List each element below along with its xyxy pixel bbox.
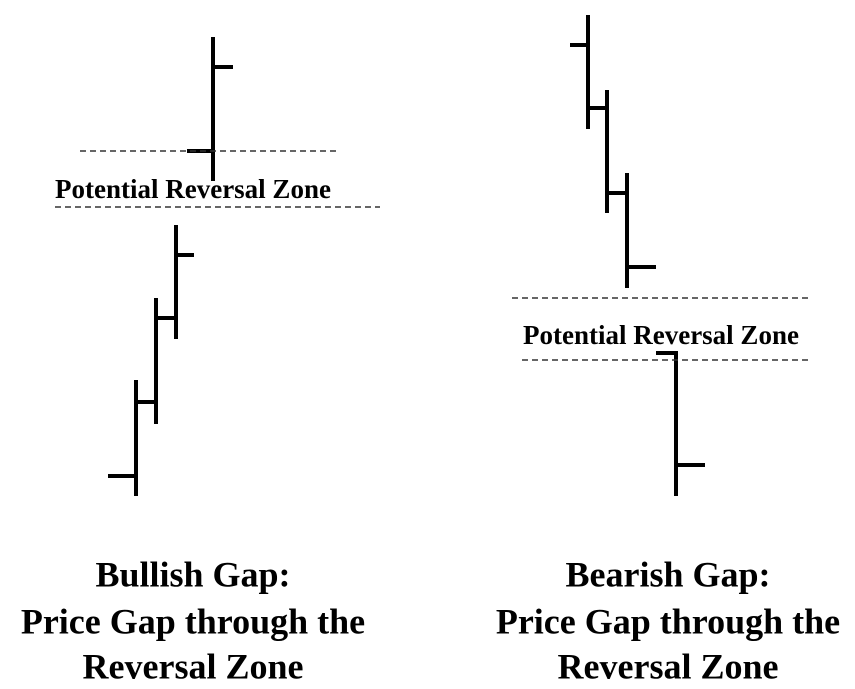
- zone-label: Potential Reversal Zone: [55, 174, 331, 204]
- caption: Reversal Zone: [558, 646, 779, 686]
- price-bars: [570, 15, 705, 496]
- caption: Bearish Gap:: [565, 554, 770, 594]
- price-bars: [108, 37, 233, 496]
- zone-label: Potential Reversal Zone: [523, 320, 799, 350]
- caption: Reversal Zone: [83, 646, 304, 686]
- bullish-panel: Potential Reversal Zone Bullish Gap: Pri…: [21, 37, 380, 686]
- caption: Bullish Gap:: [95, 554, 290, 594]
- caption: Price Gap through the: [21, 601, 365, 641]
- caption: Price Gap through the: [496, 601, 840, 641]
- bearish-panel: Potential Reversal Zone Bearish Gap: Pri…: [496, 15, 840, 686]
